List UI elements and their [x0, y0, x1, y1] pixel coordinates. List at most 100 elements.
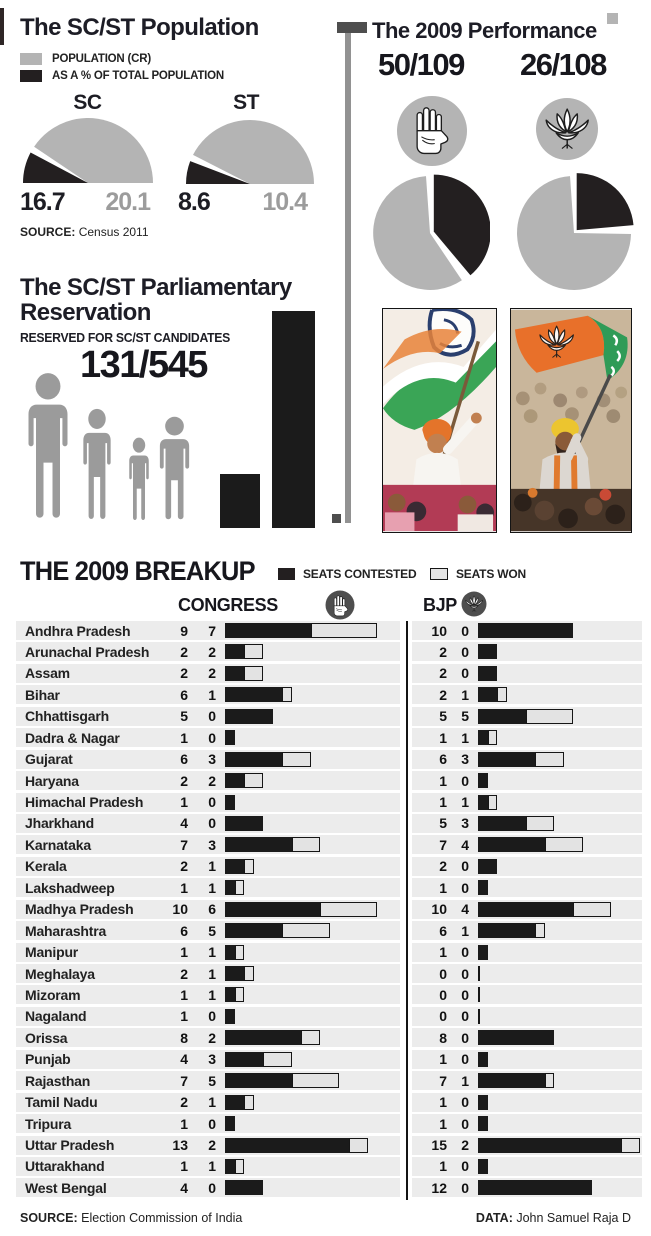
bjp-contested-segment — [478, 1030, 554, 1046]
state-name: Karnataka — [25, 836, 91, 853]
congress-won-segment — [291, 837, 320, 853]
sc-pct-value: 16.7 — [20, 188, 66, 216]
bjp-won-segment — [497, 687, 507, 703]
bjp-bar — [478, 1158, 488, 1174]
bjp-won: 4 — [461, 901, 469, 918]
congress-bar — [225, 665, 263, 681]
bjp-rally-photo — [510, 308, 632, 533]
bjp-contested: 1 — [439, 1094, 447, 1111]
footer-data-value: John Samuel Raja D — [516, 1211, 631, 1225]
congress-contested-segment — [225, 794, 235, 810]
congress-contested: 4 — [180, 815, 188, 832]
state-name: Bihar — [25, 686, 60, 703]
congress-contested-segment — [225, 708, 273, 724]
congress-contested: 9 — [180, 622, 188, 639]
table-row: Haryana 2 2 1 0 — [0, 771, 651, 791]
bjp-won: 0 — [461, 965, 469, 982]
st-population-value: 10.4 — [262, 188, 308, 216]
congress-won: 0 — [208, 794, 216, 810]
congress-bar — [225, 1094, 254, 1110]
bjp-bar — [478, 687, 507, 703]
table-row: Dadra & Nagar 1 0 1 1 — [0, 728, 651, 748]
congress-won-segment — [310, 623, 377, 638]
congress-contested-segment — [225, 966, 244, 981]
table-row: Mizoram 1 1 0 0 — [0, 985, 651, 1005]
congress-row-band: Tamil Nadu 2 1 — [16, 1092, 400, 1112]
congress-contested: 1 — [180, 1158, 188, 1175]
bjp-won: 1 — [461, 729, 469, 746]
bjp-bar — [478, 730, 497, 746]
congress-contested: 6 — [180, 751, 188, 768]
congress-contested: 10 — [172, 901, 188, 918]
state-name: Tamil Nadu — [25, 1094, 98, 1111]
congress-won: 2 — [208, 1029, 216, 1046]
congress-contested-segment — [225, 880, 235, 896]
section-bracket-tick-bottom — [332, 514, 341, 523]
bjp-row-band: 7 1 — [412, 1071, 642, 1091]
congress-bar — [225, 858, 254, 874]
congress-row-band: Uttar Pradesh 13 2 — [16, 1135, 400, 1155]
bjp-won: 0 — [461, 879, 469, 896]
congress-contested-segment — [225, 751, 282, 767]
source-value: Census 2011 — [78, 225, 149, 239]
bjp-contested-segment — [478, 1180, 592, 1196]
congress-bar — [225, 687, 292, 703]
section-bracket-tick-top — [337, 22, 367, 33]
state-name: Andhra Pradesh — [25, 622, 131, 639]
bjp-bar — [478, 987, 480, 1003]
congress-won-segment — [244, 1094, 254, 1110]
table-row: Uttarakhand 1 1 1 0 — [0, 1156, 651, 1176]
breakup-table: Andhra Pradesh 9 7 1 0 0 Arunachal Prades… — [0, 621, 651, 1200]
state-name: Manipur — [25, 944, 79, 961]
congress-bar — [225, 794, 235, 810]
reservation-subtitle: RESERVED FOR SC/ST CANDIDATES — [20, 330, 231, 345]
bjp-row-band: 5 3 — [412, 813, 642, 833]
bjp-row-band: 1 1 — [412, 728, 642, 748]
table-row: Arunachal Pradesh 2 2 2 0 — [0, 642, 651, 662]
legend-label: SEATS WON — [456, 567, 526, 581]
contested-swatch-icon — [278, 568, 295, 580]
bjp-contested-segment — [478, 1094, 488, 1110]
state-name: Tripura — [25, 1115, 72, 1132]
congress-won-segment — [244, 644, 263, 660]
person-icon-medium — [83, 408, 111, 519]
footer-source-label: SOURCE: — [20, 1211, 78, 1225]
bjp-won: 0 — [461, 1158, 469, 1175]
table-row: Meghalaya 2 1 0 0 — [0, 964, 651, 983]
bjp-won: 1 — [461, 794, 469, 810]
table-row: Kerala 2 1 2 0 — [0, 856, 651, 876]
bjp-bar — [478, 901, 611, 917]
congress-row-band: Chhattisgarh 5 0 — [16, 706, 400, 726]
bjp-won-segment — [535, 751, 564, 767]
bjp-row-band: 1 0 — [412, 942, 642, 962]
bjp-contested-segment — [478, 923, 535, 939]
bjp-contested-segment — [478, 815, 526, 831]
congress-row-band: Tripura 1 0 — [16, 1114, 400, 1134]
bjp-column-header: BJP — [423, 595, 457, 615]
congress-contested-segment — [225, 1180, 263, 1196]
congress-won: 2 — [208, 665, 216, 682]
footer-data-credit: DATA: John Samuel Raja D — [476, 1211, 631, 1225]
congress-contested: 1 — [180, 1115, 188, 1132]
state-name: Kerala — [25, 858, 67, 875]
bjp-contested-segment — [478, 687, 497, 703]
bjp-contested: 1 — [439, 729, 447, 746]
congress-won: 5 — [208, 922, 216, 939]
congress-won: 3 — [208, 836, 216, 853]
section-divider-line — [345, 33, 351, 523]
congress-won-segment — [244, 665, 263, 681]
congress-won-segment — [234, 987, 244, 1003]
congress-contested-segment — [225, 687, 282, 703]
legend-seats-won: SEATS WON — [430, 567, 526, 581]
bjp-won: 0 — [461, 1179, 469, 1196]
bjp-contested: 1 — [439, 794, 447, 810]
bjp-won: 0 — [461, 858, 469, 875]
congress-contested: 6 — [180, 922, 188, 939]
black-swatch-icon — [20, 70, 42, 82]
bjp-bar — [478, 623, 573, 638]
performance-title: The 2009 Performance — [372, 18, 597, 43]
bjp-won: 0 — [461, 643, 469, 660]
bjp-won: 1 — [461, 686, 469, 703]
congress-contested-segment — [225, 1030, 301, 1046]
congress-contested: 5 — [180, 708, 188, 725]
